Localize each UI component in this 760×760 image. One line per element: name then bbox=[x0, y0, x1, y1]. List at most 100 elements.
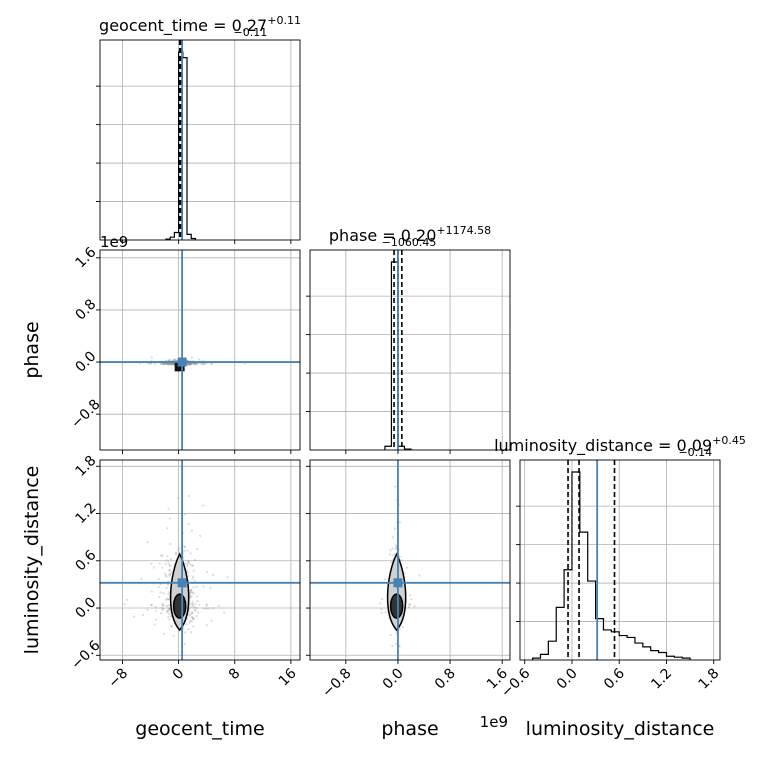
y-axis-label-luminosity-distance: luminosity_distance bbox=[21, 466, 43, 655]
sample-point bbox=[171, 362, 174, 365]
sample-point bbox=[146, 540, 149, 544]
sample-point bbox=[172, 358, 175, 361]
sample-point bbox=[189, 563, 192, 566]
sample-point bbox=[170, 625, 173, 628]
sample-point bbox=[163, 362, 166, 365]
y-tick-label: 0.0 bbox=[72, 349, 99, 376]
sample-point bbox=[167, 507, 170, 510]
x-tick-label: 16 bbox=[276, 665, 300, 689]
sample-point bbox=[168, 517, 171, 520]
sample-point bbox=[195, 363, 198, 366]
sample-point bbox=[191, 603, 195, 606]
sample-point bbox=[413, 605, 416, 608]
sample-point bbox=[398, 645, 401, 648]
sample-point bbox=[191, 616, 194, 619]
sample-point bbox=[150, 604, 153, 607]
sample-point bbox=[205, 607, 208, 611]
sample-point bbox=[167, 616, 170, 619]
sample-point bbox=[172, 634, 175, 637]
sample-point bbox=[160, 554, 163, 557]
sample-point bbox=[379, 602, 382, 605]
sample-point bbox=[171, 362, 174, 366]
sample-point bbox=[210, 362, 213, 365]
title-text: phase = 0.20+1174.58 −1060.45 bbox=[329, 224, 491, 249]
panel-luminosity_distance-phase: −0.8 0.0 0.8 1.6 bbox=[306, 459, 511, 701]
sample-point bbox=[169, 571, 172, 574]
sample-point bbox=[150, 603, 153, 606]
sample-point bbox=[187, 362, 190, 365]
sample-point bbox=[394, 485, 397, 488]
sample-point bbox=[174, 553, 178, 556]
sample-point bbox=[165, 575, 168, 578]
panel-frame bbox=[309, 459, 511, 661]
sample-point bbox=[188, 362, 191, 365]
sample-point bbox=[394, 544, 398, 547]
sample-point bbox=[391, 547, 394, 550]
sample-point bbox=[192, 592, 195, 595]
sample-point bbox=[173, 358, 177, 361]
sample-point bbox=[190, 589, 193, 592]
sample-point bbox=[157, 586, 160, 589]
sample-point bbox=[183, 643, 186, 646]
sample-point bbox=[168, 362, 171, 365]
sample-point bbox=[191, 602, 194, 605]
sample-point bbox=[186, 363, 189, 366]
sample-point bbox=[187, 494, 190, 498]
sample-point bbox=[183, 545, 186, 548]
sample-point bbox=[168, 568, 172, 571]
sample-point bbox=[174, 359, 178, 362]
sample-point bbox=[168, 618, 171, 621]
sample-point bbox=[393, 553, 396, 556]
sample-point bbox=[167, 604, 170, 607]
sample-point bbox=[168, 358, 171, 361]
exponent-label-phase-row: 1e9 bbox=[100, 233, 128, 251]
sample-point bbox=[164, 362, 168, 365]
sample-point bbox=[189, 362, 192, 365]
sample-point bbox=[168, 563, 171, 566]
title-text: luminosity_distance = 0.09+0.45 −0.14 bbox=[494, 434, 746, 459]
sample-point bbox=[202, 504, 205, 507]
sample-point bbox=[165, 605, 168, 608]
sample-point bbox=[166, 362, 169, 365]
sample-point bbox=[189, 362, 193, 366]
sample-point bbox=[162, 632, 166, 635]
y-tick-label: 1.8 bbox=[72, 453, 99, 480]
sample-point bbox=[162, 604, 165, 607]
x-tick-label: −0.8 bbox=[319, 666, 354, 701]
x-tick-label: 1.2 bbox=[648, 666, 675, 693]
sample-point bbox=[161, 362, 164, 365]
sample-point bbox=[189, 362, 192, 365]
title-plus: +1174.58 bbox=[436, 224, 491, 237]
sample-point bbox=[172, 362, 175, 366]
y-tick-label: 1.6 bbox=[72, 244, 99, 271]
sample-point bbox=[192, 363, 195, 366]
sample-point bbox=[190, 588, 193, 592]
sample-point bbox=[153, 362, 156, 365]
sample-point bbox=[169, 557, 172, 561]
panel-luminosity_distance-luminosity_distance: −0.6 0.0 0.6 1.2 1.8 bbox=[498, 459, 723, 701]
x-tick-label: 8 bbox=[226, 666, 244, 684]
sample-point bbox=[166, 363, 170, 366]
sample-point bbox=[187, 610, 191, 613]
density-core bbox=[174, 362, 185, 372]
sample-point bbox=[391, 554, 394, 557]
sample-point bbox=[189, 612, 192, 615]
sample-point bbox=[153, 623, 156, 626]
sample-point bbox=[202, 607, 205, 610]
sample-point bbox=[132, 615, 136, 618]
title-minus: −1060.45 bbox=[382, 236, 437, 249]
sample-point bbox=[162, 362, 165, 366]
sample-point bbox=[191, 612, 194, 615]
sample-point bbox=[166, 527, 169, 530]
sample-point bbox=[187, 559, 190, 562]
sample-point bbox=[193, 579, 196, 582]
sample-point bbox=[191, 605, 194, 608]
sample-point bbox=[226, 576, 229, 579]
sample-point bbox=[398, 521, 401, 524]
sample-point bbox=[168, 608, 171, 611]
panel-luminosity_distance-geocent_time: −8 0 8 16−0.60.00.61.21.8 bbox=[68, 453, 301, 691]
sample-point bbox=[401, 626, 404, 629]
sample-point bbox=[195, 585, 198, 588]
sample-point bbox=[192, 586, 195, 589]
